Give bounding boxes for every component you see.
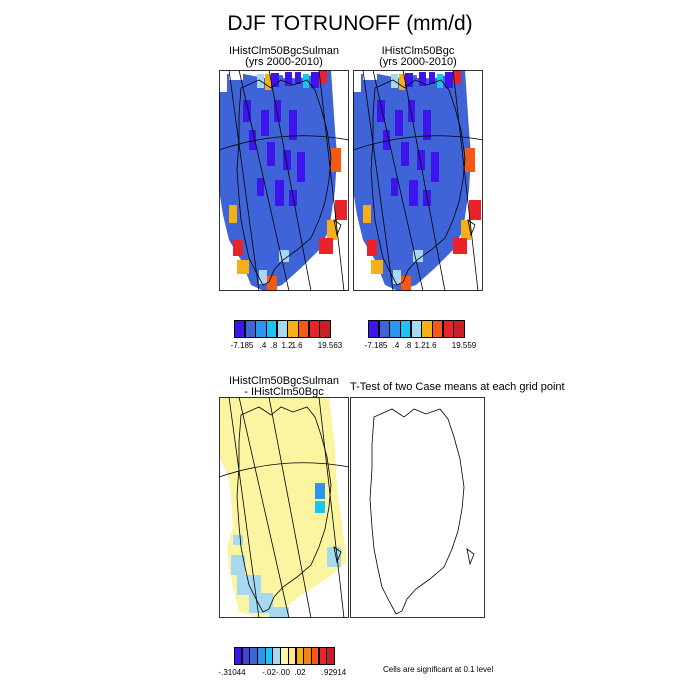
colorbar-label: .8 [404, 341, 412, 350]
colorbar-label: 1.6 [291, 341, 303, 350]
colorbar-box [319, 320, 331, 338]
colorbar-label: .4 [392, 341, 400, 350]
map-panel-case2 [353, 70, 483, 291]
runoff-field [353, 70, 481, 291]
map-lines [369, 408, 475, 615]
significance-note: Cells are significant at 0.1 level [383, 665, 494, 674]
map-panel-ttest [350, 397, 485, 618]
runoff-field [219, 70, 347, 291]
colorbar-label: 1.2 [281, 341, 293, 350]
ttest-title: T-Test of two Case means at each grid po… [350, 381, 565, 393]
panel2-title-line1: IHistClm50Bgc [381, 45, 455, 57]
panel1-title: IHistClm50BgcSulman (yrs 2000-2010) [219, 46, 349, 68]
diff-title-line1: IHistClm50BgcSulman [228, 375, 340, 387]
colorbar-label: .4 [259, 341, 267, 350]
panel1-title-line1: IHistClm50BgcSulman [228, 45, 340, 57]
colorbar-label: .92914 [321, 668, 347, 677]
colorbar-label: -7.185 [230, 341, 254, 350]
panel2-title: IHistClm50Bgc (yrs 2000-2010) [353, 46, 483, 68]
colorbar-label: -.00 [276, 668, 290, 677]
map-panel-case1 [219, 70, 349, 291]
colorbar-label: 1.2 [414, 341, 426, 350]
map-lines [219, 70, 349, 291]
colorbar-label: .8 [270, 341, 278, 350]
colorbar-label: 19.559 [451, 341, 477, 350]
colorbar-label: -7.185 [364, 341, 388, 350]
figure-title: DJF TOTRUNOFF (mm/d) [227, 12, 473, 35]
panel1-title-line2: (yrs 2000-2010) [245, 56, 323, 68]
colorbar-label: -.31044 [218, 668, 246, 677]
diff-title-line2: - IHistClm50Bgc [244, 386, 324, 398]
map-lines [353, 70, 483, 291]
map-panel-difference [219, 397, 349, 618]
colorbar-case1 [234, 320, 331, 338]
colorbar-box [326, 647, 335, 665]
colorbar-label: 1.6 [425, 341, 437, 350]
map-lines [219, 397, 349, 618]
colorbar-difference [234, 647, 335, 665]
colorbar-case2 [368, 320, 465, 338]
colorbar-label: -.02 [262, 668, 276, 677]
colorbar-label: .02 [294, 668, 306, 677]
difference-field [219, 397, 347, 618]
diff-title: IHistClm50BgcSulman - IHistClm50Bgc [219, 376, 349, 398]
colorbar-box [453, 320, 465, 338]
panel2-title-line2: (yrs 2000-2010) [379, 56, 457, 68]
colorbar-label: 19.563 [317, 341, 343, 350]
